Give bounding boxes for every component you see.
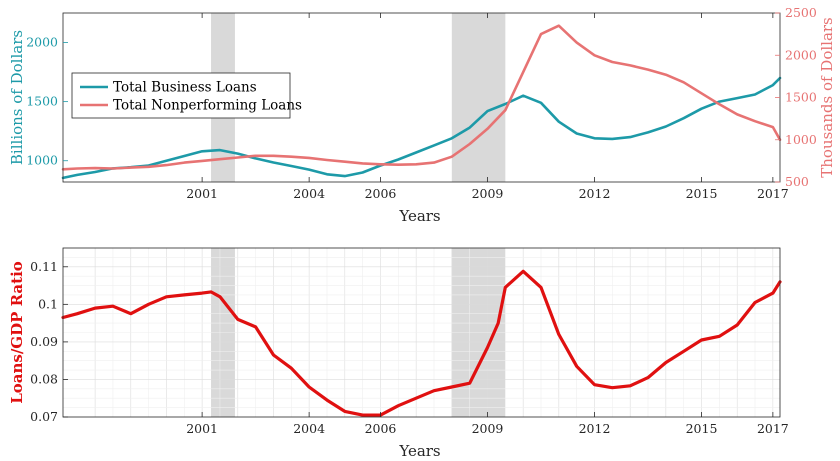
bottom-x-axis-label: Years: [398, 442, 440, 460]
top-right-y-axis-label: Thousands of Dollars: [818, 17, 836, 178]
top-x-tick-label: 2017: [757, 186, 789, 201]
series-line-nonperforming-loans: [61, 24, 782, 171]
top-right-y-tick-label: 2500: [785, 5, 817, 20]
bottom-x-tick-label: 2009: [472, 421, 504, 436]
top-x-tick-label: 2012: [579, 186, 611, 201]
top-left-y-tick-label: 2000: [26, 35, 58, 50]
bottom-x-tick-label: 2001: [186, 421, 218, 436]
legend-label-business-loans: Total Business Loans: [113, 80, 257, 96]
bottom-x-tick-label: 2012: [579, 421, 611, 436]
bottom-y-axis-label: Loans/GDP Ratio: [8, 261, 26, 404]
legend-box: [71, 72, 291, 119]
bottom-y-tick-label: 0.08: [30, 371, 58, 386]
legend-label-nonperforming-loans: Total Nonperforming Loans: [113, 98, 302, 114]
bottom-y-tick-label: 0.11: [30, 259, 58, 274]
series-line-loans-gdp-ratio: [61, 269, 782, 417]
top-right-y-tick-label: 500: [785, 174, 809, 189]
bottom-x-tick-label: 2015: [686, 421, 718, 436]
recession-band-top-2: [451, 13, 506, 182]
bottom-x-tick-label: 2006: [365, 421, 397, 436]
top-right-y-tick-label: 2000: [785, 47, 817, 62]
bottom-y-tick-label: 0.1: [38, 296, 58, 311]
top-x-tick-label: 2006: [365, 186, 397, 201]
bottom-plot-frame: [62, 247, 781, 418]
top-left-y-tick-label: 1500: [26, 94, 58, 109]
top-x-tick-label: 2004: [293, 186, 325, 201]
top-x-tick-label: 2015: [686, 186, 718, 201]
top-left-y-axis-label: Billions of Dollars: [8, 30, 26, 165]
bottom-y-tick-label: 0.07: [30, 409, 58, 424]
top-x-axis-label: Years: [398, 207, 440, 225]
bottom-x-tick-label: 2004: [293, 421, 325, 436]
top-x-tick-label: 2009: [472, 186, 504, 201]
top-x-tick-label: 2001: [186, 186, 218, 201]
series-line-business-loans: [61, 76, 782, 180]
top-right-y-tick-label: 1000: [785, 132, 817, 147]
top-left-y-tick-label: 1000: [26, 153, 58, 168]
top-right-y-tick-label: 1500: [785, 90, 817, 105]
bottom-y-tick-label: 0.09: [30, 334, 58, 349]
bottom-x-tick-label: 2017: [757, 421, 789, 436]
